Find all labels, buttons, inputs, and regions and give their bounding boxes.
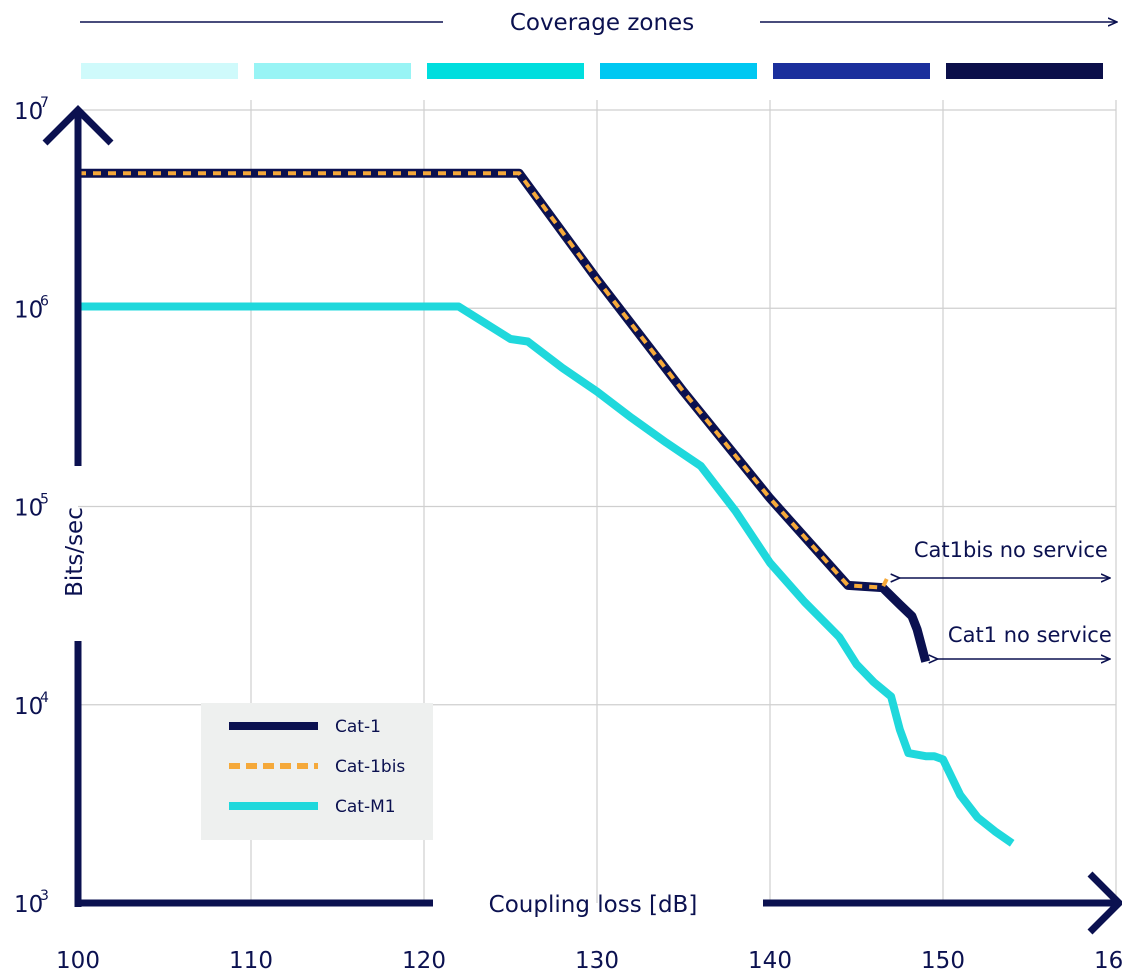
coverage-zone-bars (81, 63, 1103, 79)
y-tick-exponent: 6 (40, 293, 49, 309)
y-tick-base: 10 (14, 496, 43, 522)
annotation-label-cat1bis: Cat1bis no service (914, 538, 1108, 562)
axes: Bits/sec Coupling loss [dB] (42, 105, 1122, 935)
legend: Cat-1 Cat-1bis Cat-M1 (201, 703, 433, 840)
legend-label-1: Cat-1bis (335, 757, 405, 777)
y-tick-base: 10 (14, 694, 43, 720)
y-tick-label-3: 103 (14, 888, 49, 918)
y-axis-arrowhead (42, 105, 114, 146)
coverage-zone-4 (600, 63, 757, 79)
y-tick-exponent: 7 (40, 95, 49, 111)
y-tick-exponent: 3 (40, 888, 49, 904)
y-tick-exponent: 4 (40, 690, 49, 706)
x-tick-label-140: 140 (748, 948, 792, 974)
x-tick-label-130: 130 (575, 948, 619, 974)
x-tick-label-120: 120 (402, 948, 446, 974)
chart-title: Coverage zones (510, 10, 694, 36)
coverage-zones-header: Coverage zones (80, 10, 1117, 36)
annotations: Cat1bis no service Cat1 no service (900, 538, 1112, 659)
y-tick-label-6: 106 (14, 293, 49, 323)
x-axis-arrowhead (1087, 871, 1122, 935)
series-line-1 (78, 171, 890, 590)
coverage-zone-5 (773, 63, 930, 79)
y-tick-exponent: 5 (40, 492, 49, 508)
series-line-0 (78, 168, 931, 663)
series-group (78, 168, 1015, 847)
coverage-zone-6 (946, 63, 1103, 79)
legend-label-2: Cat-M1 (335, 797, 396, 817)
x-tick-label-150: 150 (921, 948, 965, 974)
legend-label-0: Cat-1 (335, 717, 381, 737)
y-axis-label: Bits/sec (62, 507, 88, 597)
x-tick-label-110: 110 (229, 948, 273, 974)
coverage-zone-3 (427, 63, 584, 79)
x-tick-label-100: 100 (56, 948, 100, 974)
coverage-zone-1 (81, 63, 238, 79)
y-tick-label-5: 105 (14, 492, 49, 522)
series-line-2 (78, 302, 1015, 847)
y-tick-label-7: 107 (14, 95, 49, 125)
x-tick-label-160: 160 (1094, 948, 1122, 974)
coverage-zone-2 (254, 63, 411, 79)
y-tick-base: 10 (14, 892, 43, 918)
y-tick-label-4: 104 (14, 690, 49, 720)
tick-labels: 100110120130140150160103104105106107 (14, 95, 1122, 974)
y-tick-base: 10 (14, 297, 43, 323)
y-tick-base: 10 (14, 99, 43, 125)
x-axis-label: Coupling loss [dB] (489, 892, 698, 918)
annotation-label-cat1: Cat1 no service (948, 623, 1112, 647)
